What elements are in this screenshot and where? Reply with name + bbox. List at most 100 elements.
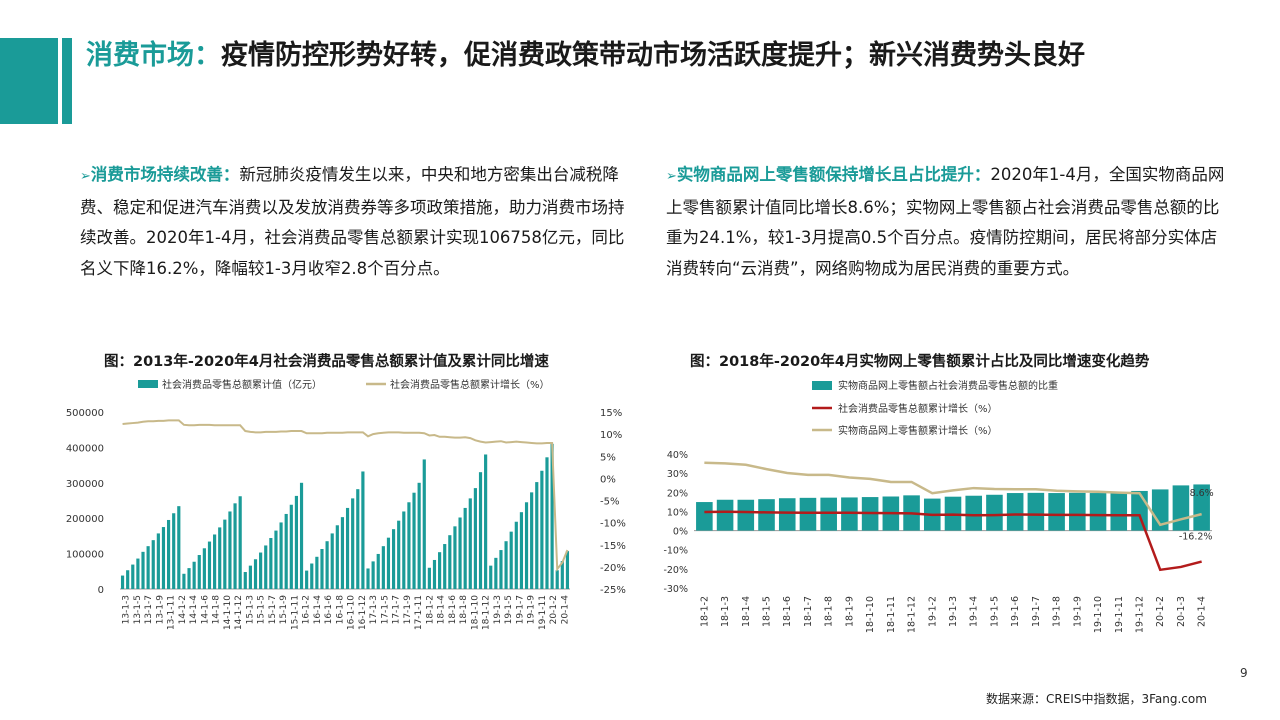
x-tick-label: 18-1-4 — [437, 595, 447, 625]
x-tick-label: 18-1-3 — [720, 596, 731, 627]
x-tick-label: 18-1-8 — [824, 596, 835, 627]
bar — [519, 512, 524, 589]
x-tick-label: 14-1-12 — [234, 595, 244, 630]
y-tick-label: 100000 — [66, 550, 104, 561]
bullet-arrow-icon: ➢ — [80, 169, 91, 184]
bar — [141, 551, 145, 589]
x-tick-label: 13-1-9 — [155, 595, 165, 625]
x-tick-label: 14-1-8 — [212, 595, 222, 625]
y-tick-label: 500000 — [66, 408, 104, 419]
bar — [223, 519, 227, 589]
growth-line — [122, 419, 569, 572]
bar — [151, 540, 155, 589]
title-accent-block — [0, 38, 58, 124]
x-tick-label: 18-1-8 — [459, 595, 469, 625]
bar — [146, 546, 150, 589]
title-highlight: 消费市场： — [86, 40, 221, 71]
bar — [335, 525, 339, 589]
bar — [253, 559, 258, 589]
bar — [340, 517, 345, 589]
bar — [386, 537, 391, 589]
legend-label: 社会消费品零售总额累计值（亿元） — [162, 378, 322, 391]
bar — [315, 556, 319, 589]
bar — [489, 565, 493, 589]
x-tick-label: 19-1-11 — [1114, 596, 1125, 633]
bar — [402, 511, 406, 589]
bar — [417, 482, 421, 589]
x-tick-label: 19-1-6 — [1010, 596, 1021, 627]
bar — [351, 498, 355, 589]
x-tick-label: 13-1-3 — [122, 595, 132, 624]
bar — [131, 564, 135, 589]
bar — [197, 555, 201, 589]
bar — [758, 499, 775, 531]
bar — [1131, 490, 1148, 531]
bar — [345, 507, 350, 589]
bar — [1193, 484, 1210, 531]
page-number: 9 — [1240, 666, 1248, 680]
x-tick-label: 20-1-4 — [1197, 596, 1208, 627]
legend-label: 实物商品网上零售额累计增长（%） — [838, 424, 998, 437]
title-accent-stripe — [62, 38, 72, 124]
x-tick-label: 18-1-2 — [699, 596, 710, 627]
y2-tick-label: -25% — [600, 585, 626, 596]
legend-label: 实物商品网上零售额占社会消费品零售总额的比重 — [838, 379, 1058, 392]
bar — [535, 482, 539, 589]
bar — [192, 561, 196, 589]
chart1-retail-sales: 社会消费品零售总额累计值（亿元） 社会消费品零售总额累计增长（%） 500000 40… — [66, 378, 626, 630]
x-tick-label: 16-1-6 — [324, 595, 334, 625]
bar — [156, 533, 160, 589]
y-tick-label: -30% — [663, 584, 688, 595]
x-tick-label: 19-1-5 — [504, 595, 514, 624]
bar — [218, 527, 222, 589]
bar — [1172, 485, 1190, 531]
bar — [310, 563, 314, 589]
bar — [136, 558, 140, 589]
x-tick-label: 18-1-9 — [844, 596, 855, 627]
left-paragraph: ➢消费市场持续改善：新冠肺炎疫情发生以来，中央和地方密集出台减税降费、稳定和促进… — [80, 160, 640, 284]
x-tick-label: 13-1-5 — [133, 595, 143, 624]
data-source: 数据来源：CREIS中指数据，3Fang.com — [986, 692, 1207, 706]
bar — [233, 503, 237, 589]
x-tick-label: 15-1-9 — [279, 595, 289, 625]
x-tick-label: 15-1-11 — [290, 595, 300, 630]
x-tick-label: 19-1-7 — [1031, 596, 1042, 627]
online-growth-line — [704, 461, 1202, 527]
x-tick-label: 19-1-5 — [989, 596, 1000, 627]
x-tick-label: 19-1-3 — [948, 596, 959, 627]
x-tick-label: 19-1-2 — [927, 596, 938, 627]
bar — [550, 443, 554, 589]
bar — [799, 497, 817, 531]
y2-tick-label: -20% — [600, 563, 626, 574]
x-tick-label: 20-1-2 — [1155, 596, 1166, 627]
x-tick-label: 19-1-8 — [1052, 596, 1063, 627]
bar — [391, 529, 396, 589]
y2-tick-label: 5% — [600, 452, 616, 463]
title-rest: 疫情防控形势好转，促消费政策带动市场活跃度提升；新兴消费势头良好 — [221, 40, 1085, 71]
bar — [269, 538, 273, 589]
page-title: 消费市场：疫情防控形势好转，促消费政策带动市场活跃度提升；新兴消费势头良好 — [86, 34, 1246, 78]
x-tick-label: 18-1-11 — [886, 596, 897, 633]
bar — [1110, 492, 1128, 531]
x-tick-label: 18-1-6 — [448, 595, 458, 625]
bar — [1006, 493, 1024, 531]
x-tick-label: 19-1-4 — [969, 596, 980, 627]
bar — [484, 454, 488, 589]
bar — [264, 545, 268, 589]
x-tick-label: 17-1-7 — [392, 595, 402, 624]
x-tick-label: 19-1-10 — [1093, 596, 1104, 633]
bar — [565, 551, 570, 589]
bar — [207, 541, 212, 589]
x-tick-label: 19-1-9 — [527, 595, 537, 625]
x-tick-label: 16-1-12 — [358, 595, 368, 630]
y-tick-label: 20% — [667, 488, 688, 499]
bar — [412, 492, 416, 589]
x-tick-label: 15-1-5 — [257, 595, 267, 624]
bar — [366, 568, 370, 589]
x-tick-label: 15-1-7 — [268, 595, 278, 624]
bar — [371, 561, 375, 589]
bar — [320, 549, 324, 589]
bar — [397, 520, 401, 589]
y2-tick-label: -10% — [600, 519, 626, 530]
